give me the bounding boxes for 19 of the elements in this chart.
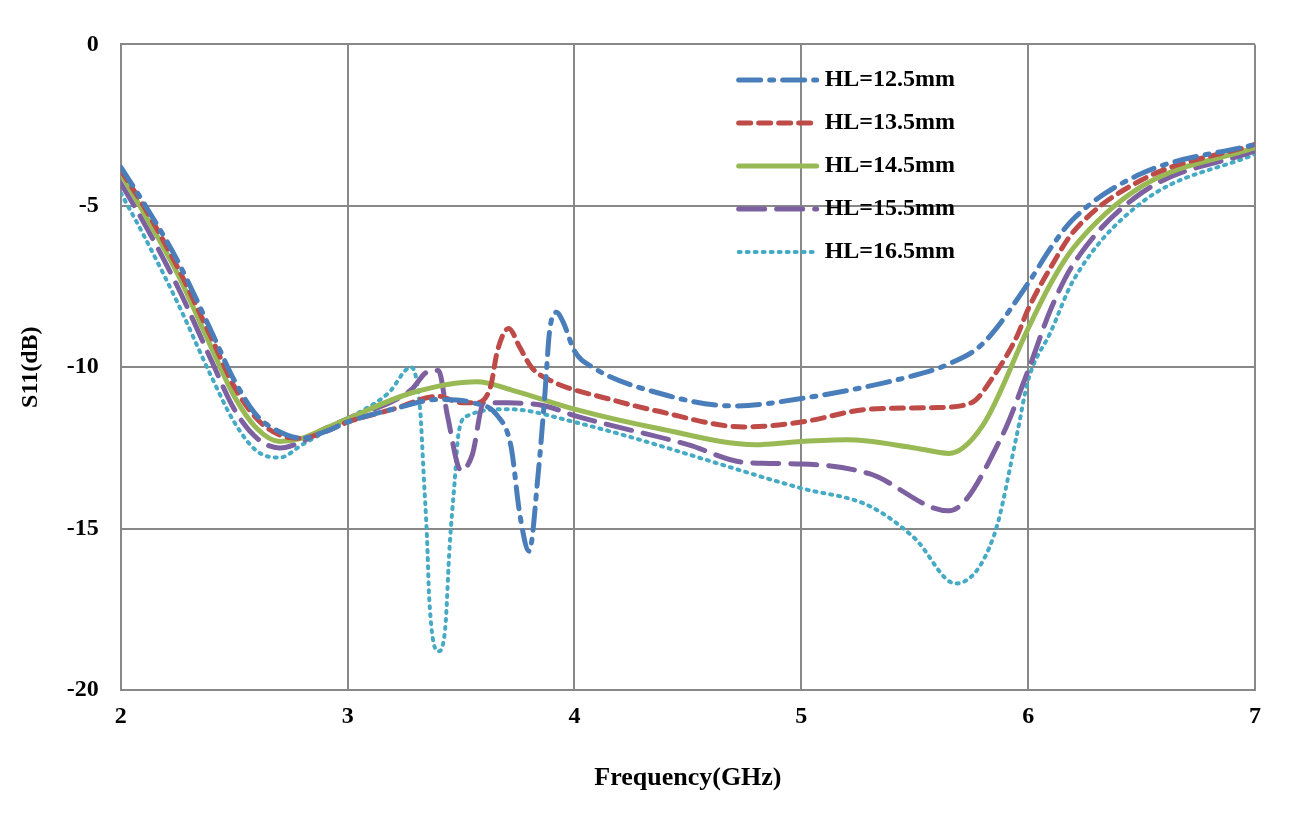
x-tick-label: 7 — [1249, 701, 1261, 728]
x-tick-label: 2 — [114, 701, 127, 728]
x-tick-label: 3 — [341, 701, 354, 728]
y-axis-title: S11(dB) — [15, 326, 42, 408]
x-tick-label: 6 — [1022, 701, 1035, 728]
legend-label: HL=12.5mm — [824, 65, 956, 92]
y-tick-label: 0 — [86, 29, 99, 56]
y-tick-label: -10 — [66, 352, 99, 379]
line-series — [120, 152, 1255, 654]
y-tick-label: -20 — [66, 675, 99, 702]
legend-label: HL=13.5mm — [824, 108, 956, 135]
x-tick-label: 5 — [795, 701, 808, 728]
y-tick-label: -5 — [78, 191, 99, 217]
legend-label: HL=15.5mm — [824, 194, 956, 221]
legend-label: HL=14.5mm — [824, 151, 956, 178]
y-tick-label: -15 — [66, 513, 99, 540]
x-tick-label: 4 — [568, 701, 581, 728]
x-axis-title: Frequency(GHz) — [594, 762, 782, 792]
legend-label: HL=16.5mm — [824, 237, 956, 264]
